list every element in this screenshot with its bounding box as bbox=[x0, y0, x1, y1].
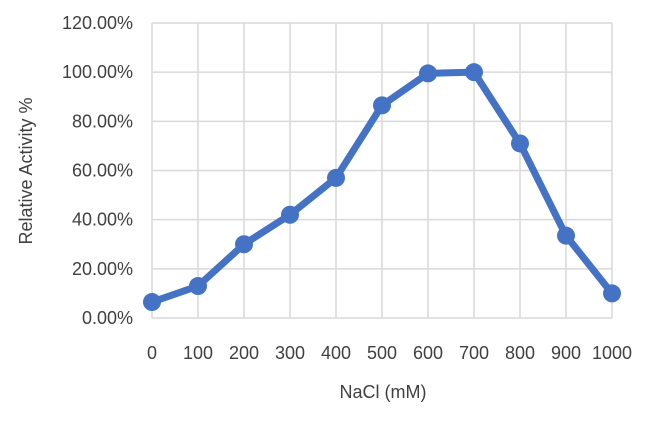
x-axis-title: NaCl (mM) bbox=[340, 382, 427, 402]
y-tick-label: 60.00% bbox=[72, 161, 133, 181]
y-tick-label: 0.00% bbox=[82, 308, 133, 328]
x-tick-label: 0 bbox=[147, 343, 157, 363]
x-tick-label: 200 bbox=[229, 343, 259, 363]
y-tick-label: 40.00% bbox=[72, 210, 133, 230]
data-point bbox=[235, 235, 253, 254]
data-point bbox=[373, 96, 391, 115]
x-tick-label: 1000 bbox=[592, 343, 632, 363]
data-point bbox=[511, 134, 529, 153]
x-tick-label: 900 bbox=[551, 343, 581, 363]
data-point bbox=[281, 205, 299, 224]
y-tick-label: 120.00% bbox=[62, 13, 133, 33]
y-axis-ticks: 0.00% 20.00% 40.00% 60.00% 80.00% 100.00% 120.… bbox=[62, 13, 133, 328]
x-axis-ticks: 0 100 200 300 400 500 600 700 800 900 1000 bbox=[147, 343, 632, 363]
series-layer bbox=[143, 63, 621, 312]
y-tick-label: 80.00% bbox=[72, 111, 133, 131]
x-tick-label: 600 bbox=[413, 343, 443, 363]
data-point bbox=[419, 64, 437, 83]
data-point bbox=[143, 293, 161, 312]
grid bbox=[151, 22, 613, 319]
data-point bbox=[189, 277, 207, 296]
y-tick-label: 20.00% bbox=[72, 259, 133, 279]
x-tick-label: 700 bbox=[459, 343, 489, 363]
y-axis-title: Relative Activity % bbox=[16, 97, 36, 244]
data-point bbox=[603, 284, 621, 303]
x-tick-label: 500 bbox=[367, 343, 397, 363]
x-tick-label: 400 bbox=[321, 343, 351, 363]
x-tick-label: 100 bbox=[183, 343, 213, 363]
data-point bbox=[327, 168, 345, 187]
data-point bbox=[557, 226, 575, 245]
x-tick-label: 800 bbox=[505, 343, 535, 363]
y-tick-label: 100.00% bbox=[62, 62, 133, 82]
x-tick-label: 300 bbox=[275, 343, 305, 363]
data-point bbox=[465, 63, 483, 82]
